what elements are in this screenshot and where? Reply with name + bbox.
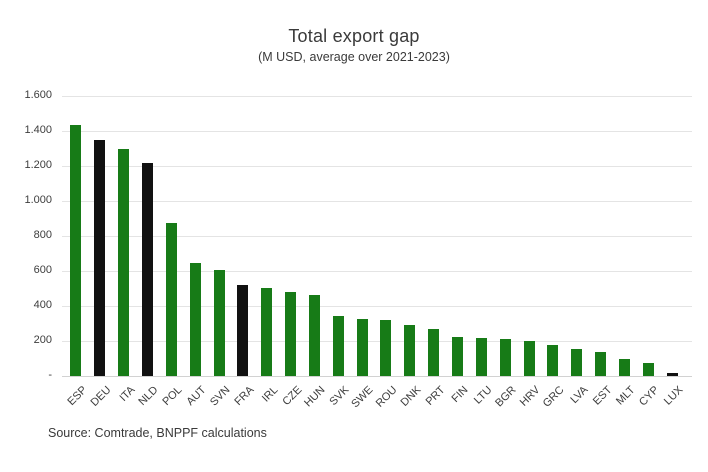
x-tick-label-SVN: SVN [208,384,233,409]
x-tick-label-HRV: HRV [517,384,543,409]
x-tick-label-DNK: DNK [398,384,424,409]
bar-SVN [213,270,225,376]
x-axis-line [62,376,692,377]
x-tick-label-CYP: CYP [637,384,662,409]
bar-PRT [428,329,440,376]
bar-ESP [70,124,82,376]
chart-subtitle: (M USD, average over 2021-2023) [258,50,450,64]
y-tick-label-800: 800 [33,229,52,241]
bar-CZE [285,292,297,376]
y-tick-label-1.400: 1.400 [24,124,52,136]
x-tick-label-ESP: ESP [65,384,90,409]
source-note: Source: Comtrade, BNPPF calculations [48,426,267,440]
bar-HRV [523,341,535,376]
x-tick-label-LTU: LTU [472,384,495,407]
bar-ROU [380,320,392,376]
x-tick-label-BGR: BGR [493,384,519,410]
bar-EST [595,352,607,376]
bar-SVK [332,315,344,376]
x-tick-label-MLT: MLT [614,384,638,408]
x-tick-label-POL: POL [160,384,185,409]
y-tick-label--: - [48,369,52,381]
bar-ITA [118,148,130,376]
bar-POL [165,222,177,376]
x-tick-label-LUX: LUX [661,384,686,408]
y-tick-label-1.200: 1.200 [24,159,52,171]
bar-SWE [356,319,368,376]
x-tick-label-PRT: PRT [423,384,448,408]
bar-LUX [666,372,678,376]
gridline-1400 [62,131,692,132]
bar-BGR [499,339,511,376]
chart-title: Total export gap [288,26,420,46]
x-tick-label-NLD: NLD [136,384,161,409]
bar-DEU [94,139,106,376]
x-tick-label-SWE: SWE [349,384,376,411]
gridline-400 [62,306,692,307]
bar-NLD [141,162,153,376]
bar-FIN [451,336,463,376]
x-tick-label-CZE: CZE [279,384,305,409]
y-tick-label-1.000: 1.000 [24,194,52,206]
gridline-800 [62,236,692,237]
bar-CYP [642,363,654,376]
bar-GRC [547,344,559,376]
x-tick-label-FIN: FIN [449,384,471,406]
x-tick-label-FRA: FRA [232,384,257,409]
x-tick-label-GRC: GRC [540,384,567,410]
x-tick-label-AUT: AUT [184,384,209,409]
gridline-600 [62,271,692,272]
gridline-1600 [62,96,692,97]
bar-LVA [571,349,583,376]
gridline-1200 [62,166,692,167]
x-tick-label-ROU: ROU [373,384,400,410]
y-tick-label-600: 600 [33,264,52,276]
x-tick-label-HUN: HUN [302,384,328,410]
bar-MLT [618,359,630,376]
x-tick-label-DEU: DEU [88,384,114,409]
y-tick-label-200: 200 [33,334,52,346]
x-tick-label-LVA: LVA [568,384,591,407]
x-tick-label-SVK: SVK [327,384,352,409]
gridline-1000 [62,201,692,202]
bar-HUN [308,294,320,376]
bar-IRL [261,287,273,376]
bar-DNK [404,325,416,376]
x-tick-label-IRL: IRL [259,384,281,405]
gridline-200 [62,341,692,342]
y-tick-label-400: 400 [33,299,52,311]
y-tick-label-1.600: 1.600 [24,89,52,101]
x-tick-label-ITA: ITA [117,384,138,405]
bar-LTU [475,338,487,376]
x-tick-label-EST: EST [590,384,615,408]
bar-AUT [189,263,201,376]
bar-FRA [237,285,249,376]
